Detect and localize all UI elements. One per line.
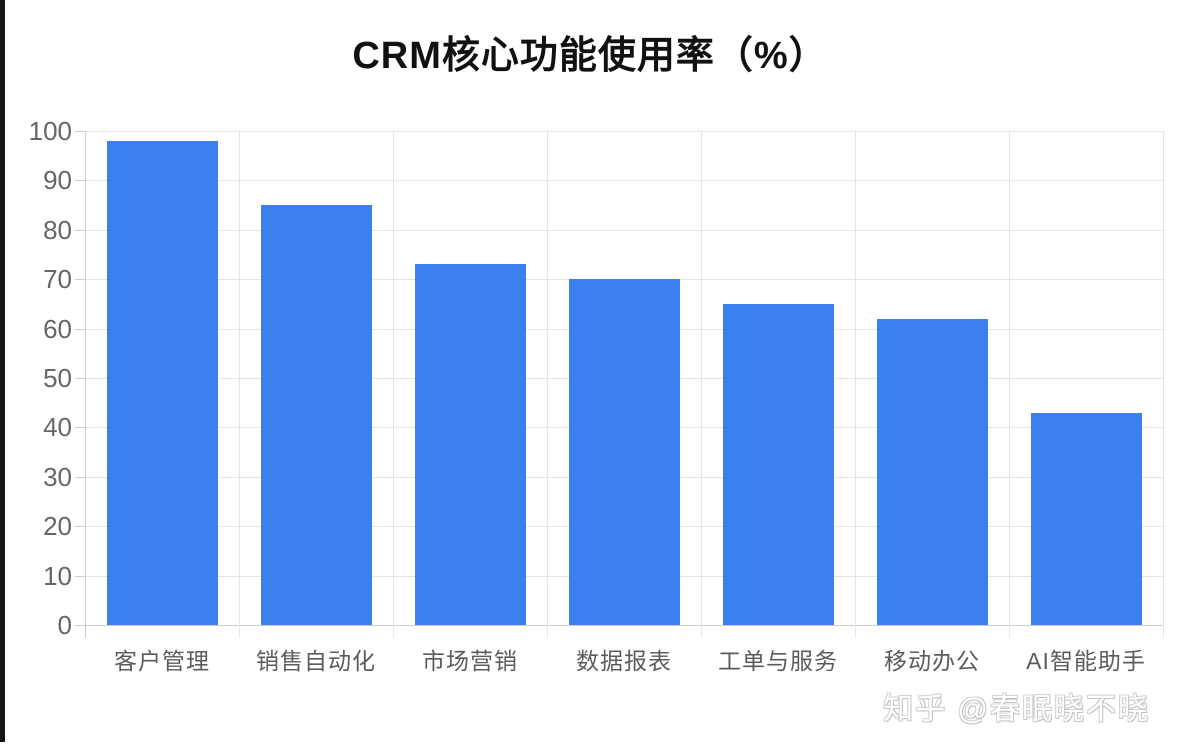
bar-数据报表: [568, 279, 680, 625]
left-border-strip: [0, 0, 5, 742]
y-axis-tick: [75, 378, 85, 379]
y-axis-tick: [75, 279, 85, 281]
y-axis-tick-label: 30: [43, 461, 72, 492]
y-axis-tick: [75, 229, 85, 231]
bar-AI智能助手: [1030, 412, 1142, 625]
h-gridline: [85, 131, 1163, 132]
v-gridline: [393, 131, 394, 638]
x-axis-category-label: AI智能助手: [1026, 648, 1146, 674]
y-axis-tick: [75, 180, 85, 182]
bar-工单与服务: [722, 303, 834, 625]
chart-title: CRM核心功能使用率（%）: [352, 35, 828, 77]
x-axis-category-label: 客户管理: [114, 648, 210, 674]
y-axis-tick-label: 70: [43, 264, 72, 295]
y-axis-tick-label: 80: [43, 214, 72, 245]
y-axis-tick-label: 90: [43, 165, 72, 196]
y-axis-tick-label: 50: [43, 363, 72, 393]
y-axis-tick: [75, 427, 85, 429]
y-axis-tick: [75, 575, 85, 577]
y-axis-tick-label: 0: [57, 610, 72, 640]
y-axis-tick: [75, 328, 85, 330]
watermark-text: 知乎 @春眠晓不晓: [883, 693, 1150, 726]
v-gridline: [701, 131, 702, 638]
h-gridline: [85, 229, 1163, 231]
y-axis-tick-label: 60: [43, 313, 72, 344]
y-axis-tick-label: 20: [43, 511, 72, 542]
v-gridline: [855, 131, 856, 638]
x-axis-category-label: 销售自动化: [256, 648, 376, 674]
v-gridline: [547, 131, 548, 638]
h-gridline: [85, 625, 1163, 626]
y-axis-tick-label: 100: [28, 116, 72, 146]
x-axis-category-label: 移动办公: [884, 648, 980, 674]
y-axis-tick: [75, 131, 85, 132]
bar-销售自动化: [260, 205, 372, 625]
x-axis-category-label: 数据报表: [576, 648, 672, 674]
bar-市场营销: [414, 264, 526, 625]
v-gridline: [1163, 131, 1164, 638]
y-axis-tick: [75, 625, 85, 626]
x-axis-category-label: 工单与服务: [718, 648, 838, 674]
y-axis-line: [85, 131, 86, 638]
y-axis-tick-label: 40: [43, 412, 72, 443]
y-axis-tick: [75, 476, 85, 478]
h-gridline: [85, 180, 1163, 182]
v-gridline: [239, 131, 240, 638]
y-axis-tick: [75, 526, 85, 528]
y-axis-tick-label: 10: [43, 560, 72, 591]
bar-客户管理: [106, 140, 218, 625]
x-axis-category-label: 市场营销: [422, 648, 518, 674]
v-gridline: [1009, 131, 1010, 638]
bar-移动办公: [876, 318, 988, 625]
